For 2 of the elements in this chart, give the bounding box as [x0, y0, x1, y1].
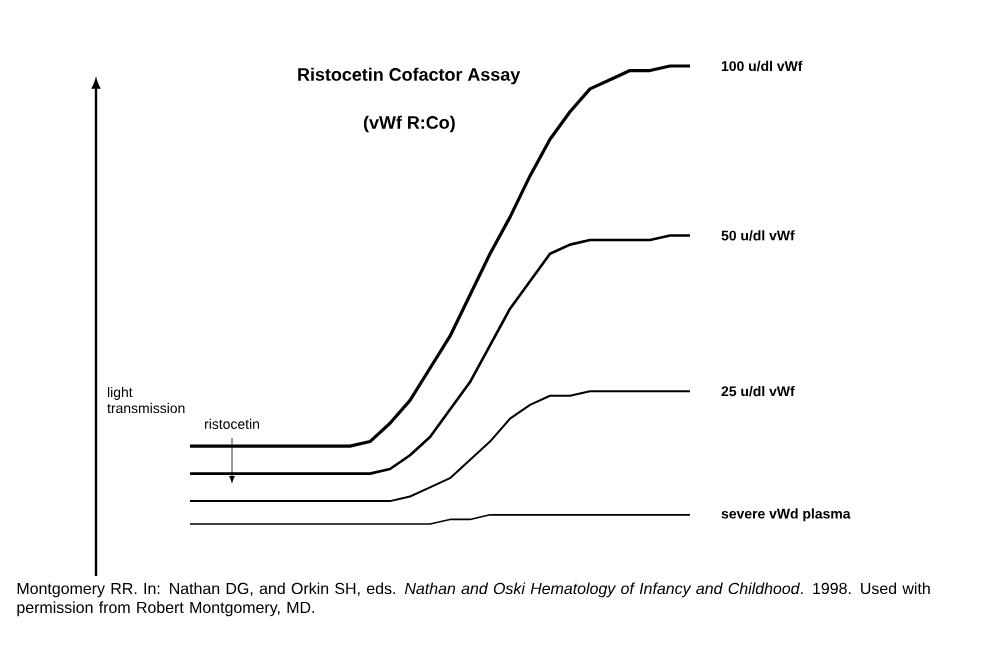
text: (vWf R:Co): [363, 115, 455, 133]
chart-title: Ristocetin Cofactor Assay: [298, 67, 521, 85]
